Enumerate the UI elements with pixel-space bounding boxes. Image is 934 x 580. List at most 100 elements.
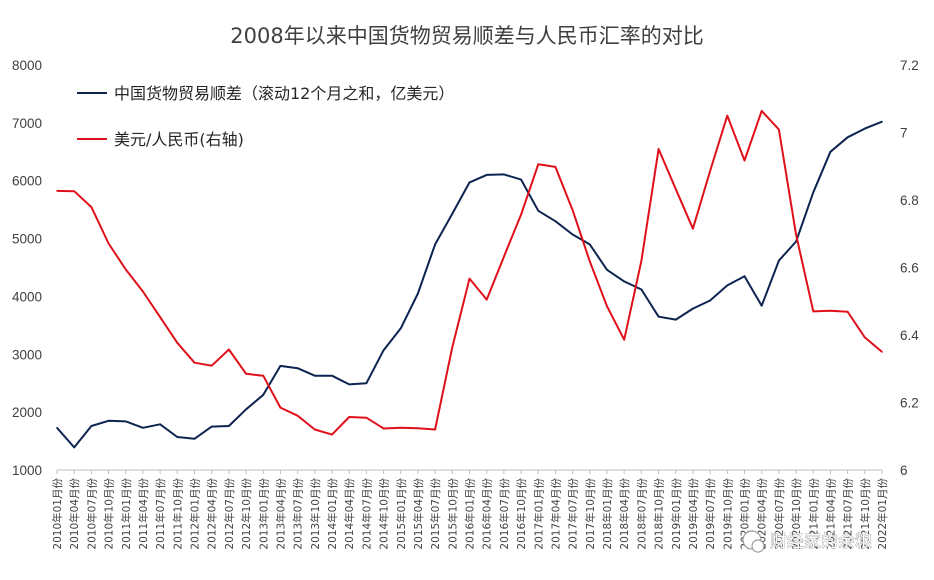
x-axis-tick-label: 2011年10月份 — [171, 478, 184, 550]
data-point-trade-surplus — [795, 240, 797, 243]
data-point-trade-surplus — [417, 292, 419, 295]
data-point-trade-surplus — [296, 367, 299, 369]
data-point-trade-surplus — [674, 318, 677, 321]
x-axis-tick-label: 2011年01月份 — [120, 478, 133, 550]
series-layer — [56, 109, 883, 449]
legend-label-usdcny: 美元/人民币(右轴) — [114, 130, 244, 149]
data-point-usdcny — [778, 128, 780, 131]
x-axis-tick-label: 2015年04月份 — [412, 478, 425, 550]
data-point-usdcny — [262, 375, 265, 377]
series-points-trade-surplus — [56, 120, 883, 449]
x-axis-tick-label: 2016年07月份 — [498, 478, 511, 550]
data-point-usdcny — [73, 190, 75, 193]
data-point-trade-surplus — [743, 275, 746, 277]
right-axis-tick-label: 6 — [900, 463, 908, 478]
data-point-usdcny — [382, 427, 385, 430]
data-point-trade-surplus — [726, 284, 729, 287]
data-point-trade-surplus — [846, 136, 849, 139]
data-point-trade-surplus — [176, 436, 179, 438]
data-point-trade-surplus — [451, 212, 454, 215]
data-point-trade-surplus — [365, 382, 368, 385]
legend: 中国货物贸易顺差（滚动12个月之和，亿美元） 美元/人民币(右轴) — [77, 84, 454, 149]
data-point-trade-surplus — [829, 150, 832, 153]
watermark-text: 财经家的余粮 — [770, 532, 872, 552]
x-axis-tick-label: 2010年01月份 — [51, 478, 64, 550]
left-axis-tick-label: 3000 — [12, 347, 42, 362]
x-axis-tick-label: 2017年07月份 — [567, 478, 580, 550]
data-point-usdcny — [245, 373, 247, 375]
left-axis-tick-label: 8000 — [12, 58, 42, 73]
data-point-usdcny — [107, 242, 110, 245]
data-point-trade-surplus — [90, 425, 93, 427]
data-point-usdcny — [640, 259, 643, 262]
x-axis-tick-label: 2013年07月份 — [292, 478, 305, 550]
data-point-trade-surplus — [228, 425, 230, 427]
x-axis-tick-label: 2021年10月份 — [859, 478, 872, 550]
data-point-trade-surplus — [623, 280, 625, 283]
x-axis-tick-label: 2012年07月份 — [223, 478, 236, 550]
data-point-usdcny — [829, 309, 832, 312]
data-point-usdcny — [348, 416, 350, 418]
data-point-usdcny — [657, 148, 660, 150]
data-point-trade-surplus — [279, 365, 282, 367]
x-axis-tick-label: 2013年04月份 — [274, 478, 287, 550]
x-axis-tick-label: 2013年01月份 — [257, 478, 270, 550]
data-point-trade-surplus — [864, 127, 866, 130]
x-axis-tick-label: 2014年01月份 — [326, 478, 339, 550]
data-point-usdcny — [743, 159, 746, 162]
x-axis-tick-label: 2020年07月份 — [773, 478, 786, 550]
data-point-trade-surplus — [640, 288, 643, 291]
x-axis-tick-label: 2016年04月份 — [481, 478, 494, 550]
data-point-trade-surplus — [382, 349, 385, 352]
data-point-trade-surplus — [124, 420, 127, 423]
x-axis-tick-label: 2012年01月份 — [189, 478, 202, 550]
data-point-usdcny — [451, 346, 454, 348]
data-point-trade-surplus — [709, 299, 711, 302]
x-axis-tick-label: 2015年07月份 — [429, 478, 442, 550]
data-point-trade-surplus — [348, 383, 350, 386]
data-point-trade-surplus — [589, 243, 591, 246]
data-point-usdcny — [279, 406, 282, 409]
data-point-usdcny — [193, 361, 196, 364]
data-point-usdcny — [606, 305, 608, 308]
x-axis-tick-label: 2012年10月份 — [240, 478, 253, 550]
data-point-trade-surplus — [520, 178, 522, 181]
data-point-trade-surplus — [434, 243, 436, 246]
data-point-trade-surplus — [193, 437, 196, 440]
data-point-trade-surplus — [503, 173, 505, 176]
x-axis-tick-label: 2017年04月份 — [549, 478, 562, 550]
data-point-usdcny — [210, 364, 213, 367]
x-axis-tick-label: 2014年04月份 — [343, 478, 356, 550]
left-axis-tick-label: 5000 — [12, 232, 42, 247]
data-point-usdcny — [296, 414, 299, 417]
data-point-usdcny — [228, 348, 230, 351]
x-axis-tick-label: 2016年01月份 — [464, 478, 477, 550]
left-axis-tick-label: 6000 — [12, 174, 42, 189]
x-axis-tick-label: 2020年10月份 — [790, 478, 803, 550]
data-point-usdcny — [881, 351, 883, 353]
data-point-usdcny — [90, 206, 93, 208]
x-axis-tick-label: 2015年01月份 — [395, 478, 408, 550]
data-point-usdcny — [176, 341, 179, 344]
x-axis-tick-label: 2011年07月份 — [154, 478, 167, 550]
data-point-trade-surplus — [571, 233, 574, 236]
data-point-usdcny — [434, 428, 436, 431]
data-point-trade-surplus — [812, 191, 815, 194]
data-point-usdcny — [554, 166, 557, 168]
x-axis-tick-label: 2011年04月份 — [137, 478, 150, 550]
data-point-usdcny — [674, 188, 677, 190]
data-point-trade-surplus — [692, 307, 694, 310]
x-axis-tick-label: 2017年10月份 — [584, 478, 597, 550]
data-point-trade-surplus — [56, 426, 58, 429]
right-axis-tick-label: 6.6 — [900, 261, 919, 276]
x-axis-tick-label: 2014年07月份 — [360, 478, 373, 550]
data-point-trade-surplus — [778, 259, 780, 262]
left-axis-tick-label: 2000 — [12, 405, 42, 420]
data-point-usdcny — [124, 268, 127, 271]
data-point-trade-surplus — [314, 374, 316, 377]
x-axis-tick-label: 2021年01月份 — [807, 478, 820, 550]
data-point-trade-surplus — [485, 174, 488, 176]
data-point-usdcny — [589, 260, 591, 263]
x-axis-tick-label: 2010年07月份 — [85, 478, 98, 550]
